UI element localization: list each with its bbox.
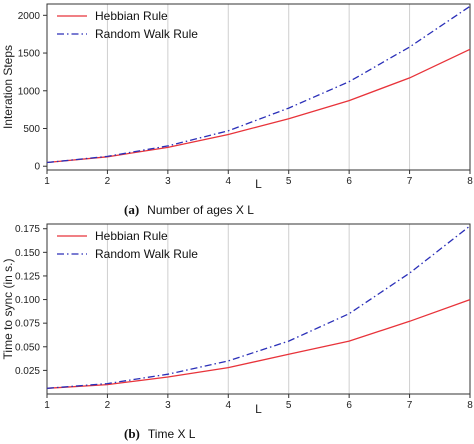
y-tick-label: 1000 <box>18 86 41 97</box>
plot-frame <box>46 3 471 171</box>
y-tick-label: 0 <box>34 162 40 173</box>
x-tick-label: 4 <box>226 176 232 187</box>
y-tick-label: 500 <box>23 124 40 135</box>
chart-panel-2: 1 2 3 4 5 6 7 8 0.025 0.050 0.075 0.100 0.125 0.150 0.… <box>1 223 473 441</box>
caption-text: Time X L <box>148 427 196 441</box>
y-axis-label: Interation Steps <box>1 45 15 129</box>
y-tick-label: 0.150 <box>15 248 40 259</box>
y-tick-label: 0.025 <box>15 366 40 377</box>
x-tick-label: 4 <box>226 400 232 411</box>
x-axis-label: L <box>255 177 262 191</box>
panel-caption: (b) Time X L <box>124 426 196 441</box>
legend-label: Random Walk Rule <box>95 247 198 261</box>
y-tick-label: 0.100 <box>15 295 40 306</box>
panel-tag: (a) <box>124 202 139 217</box>
y-axis-label: Time to sync (in s.) <box>1 259 15 360</box>
legend-label: Hebbian Rule <box>95 229 168 243</box>
series-line-2 <box>46 5 471 164</box>
x-tick-label: 6 <box>346 176 352 187</box>
x-tick-label: 5 <box>286 400 292 411</box>
x-axis-label: L <box>255 402 262 416</box>
legend: Hebbian Rule Random Walk Rule <box>57 9 198 41</box>
legend-label: Random Walk Rule <box>95 27 198 41</box>
chart-panel-1: 1 2 3 4 5 6 7 8 0 500 1000 1500 2000 L Interation Step… <box>1 3 473 217</box>
series-line-1 <box>46 298 471 389</box>
legend: Hebbian Rule Random Walk Rule <box>57 229 198 261</box>
x-tick-label: 7 <box>407 176 413 187</box>
y-tick-label: 0.175 <box>15 224 40 235</box>
y-tick-label: 0.075 <box>15 319 40 330</box>
caption-text: Number of ages X L <box>147 203 254 217</box>
y-tick-label: 2000 <box>18 11 41 22</box>
x-tick-label: 1 <box>44 400 50 411</box>
x-tick-label: 8 <box>467 176 473 187</box>
y-tick-label: 0.050 <box>15 342 40 353</box>
x-tick-label: 1 <box>44 176 50 187</box>
plot-frame <box>46 223 471 395</box>
x-tick-label: 2 <box>105 176 111 187</box>
x-tick-label: 3 <box>165 176 171 187</box>
series-line-1 <box>46 48 471 164</box>
y-tick-label: 1500 <box>18 49 41 60</box>
panel-caption: (a) Number of ages X L <box>124 202 254 217</box>
x-tick-label: 6 <box>346 400 352 411</box>
panel-tag: (b) <box>124 426 140 441</box>
x-tick-label: 5 <box>286 176 292 187</box>
x-tick-label: 3 <box>165 400 171 411</box>
legend-label: Hebbian Rule <box>95 9 168 23</box>
x-tick-label: 8 <box>467 400 473 411</box>
x-tick-label: 7 <box>407 400 413 411</box>
x-tick-label: 2 <box>105 400 111 411</box>
y-tick-label: 0.125 <box>15 271 40 282</box>
